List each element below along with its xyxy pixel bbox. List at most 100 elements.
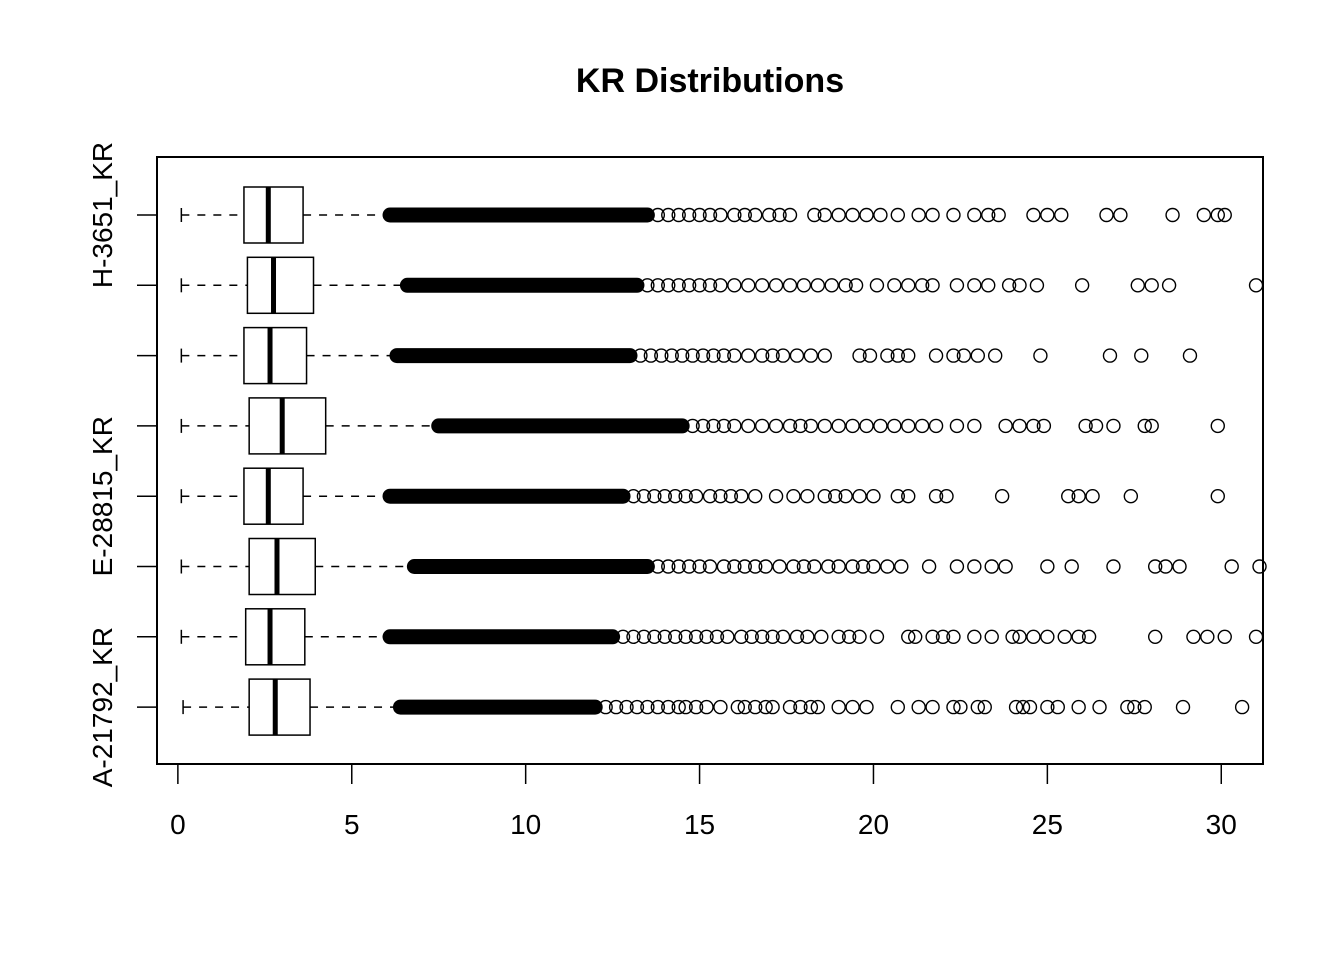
outlier-point <box>1248 629 1264 644</box>
outlier-point <box>727 348 742 363</box>
outlier-point <box>713 699 728 715</box>
outlier-point <box>949 418 965 434</box>
outlier-point <box>789 629 805 644</box>
outlier-point <box>706 348 721 363</box>
outlier-point <box>699 629 714 644</box>
plot-frame <box>156 156 1264 765</box>
outlier-point <box>671 207 686 223</box>
y-tick-label: E-28815_KR <box>87 416 118 576</box>
outlier-point <box>1061 489 1076 504</box>
outlier-point <box>880 559 895 574</box>
outlier-point <box>967 418 982 434</box>
outlier-point <box>758 699 773 715</box>
outlier-point <box>1022 699 1038 715</box>
outlier-point <box>748 559 763 574</box>
outlier-point <box>1012 629 1027 644</box>
outlier-point <box>1134 348 1149 363</box>
outlier-point <box>908 629 923 644</box>
outlier-point <box>727 559 742 574</box>
outlier-point <box>1050 699 1065 715</box>
outlier-point <box>901 418 916 434</box>
outlier-point <box>1144 418 1159 434</box>
outlier-point <box>1036 418 1052 434</box>
outlier-point <box>970 348 986 363</box>
outlier-point <box>838 278 853 293</box>
outlier-point <box>845 207 860 223</box>
outlier-point <box>1040 699 1055 715</box>
outlier-point <box>706 418 721 434</box>
outlier-point <box>1210 207 1225 223</box>
x-tick-label: 5 <box>344 809 360 840</box>
outlier-point <box>1186 629 1201 644</box>
outlier-point <box>713 278 728 293</box>
outlier-point <box>650 278 666 293</box>
outlier-point <box>991 207 1006 223</box>
outlier-point <box>765 629 780 644</box>
outlier-point <box>654 348 669 363</box>
outlier-point <box>640 699 655 715</box>
outlier-point <box>754 278 770 293</box>
outlier-point <box>661 278 676 293</box>
outlier-point <box>852 348 867 363</box>
outlier-point <box>702 278 718 293</box>
outlier-point <box>768 489 784 504</box>
outlier-point <box>901 348 916 363</box>
outlier-point <box>695 418 711 434</box>
outlier-point <box>981 207 996 223</box>
outlier-point <box>967 278 982 293</box>
outlier-point <box>949 278 965 293</box>
outlier-point <box>880 348 895 363</box>
outlier-point <box>713 207 728 223</box>
outlier-point <box>1099 207 1114 223</box>
outlier-point <box>817 489 832 504</box>
outlier-point <box>1127 699 1142 715</box>
outlier-point <box>685 348 700 363</box>
chart-title: KR Distributions <box>576 62 844 100</box>
box-group <box>180 186 1232 244</box>
outlier-point <box>671 559 686 574</box>
outlier-point <box>692 559 707 574</box>
outlier-point <box>796 559 812 574</box>
outlier-point <box>1092 699 1107 715</box>
outlier-point <box>681 278 697 293</box>
outlier-point <box>953 699 968 715</box>
outlier-point <box>661 559 676 574</box>
outlier-point <box>1026 629 1041 644</box>
outlier-point <box>946 629 961 644</box>
x-tick-label: 20 <box>858 809 889 840</box>
outlier-point <box>1106 418 1121 434</box>
outlier-point <box>824 278 839 293</box>
outlier-point <box>987 348 1003 363</box>
outlier-point <box>1064 559 1079 574</box>
x-tick-label: 10 <box>510 809 541 840</box>
outlier-point <box>946 207 961 223</box>
outlier-point <box>1026 207 1041 223</box>
outlier-point <box>720 629 735 644</box>
outlier-point <box>800 489 815 504</box>
iqr-box <box>246 256 315 315</box>
outlier-point <box>928 489 944 504</box>
iqr-box <box>248 678 311 736</box>
outlier-point <box>855 559 871 574</box>
outlier-point <box>692 278 707 293</box>
outlier-point <box>716 348 732 363</box>
outlier-point <box>1106 559 1121 574</box>
outlier-point <box>848 278 864 293</box>
outlier-point <box>967 207 982 223</box>
outlier-point <box>901 278 916 293</box>
outlier-point <box>998 418 1013 434</box>
outlier-point <box>887 418 902 434</box>
outlier-point <box>852 629 867 644</box>
outlier-point <box>911 699 926 715</box>
outlier-point <box>741 418 756 434</box>
outlier-point <box>661 699 676 715</box>
outlier-point <box>1252 559 1267 574</box>
outlier-point <box>727 418 742 434</box>
outlier-point <box>859 699 874 715</box>
outlier-point <box>671 278 686 293</box>
outlier-point <box>1217 207 1232 223</box>
outlier-point <box>925 278 940 293</box>
outlier-point <box>1029 278 1045 293</box>
outlier-point <box>1144 278 1159 293</box>
